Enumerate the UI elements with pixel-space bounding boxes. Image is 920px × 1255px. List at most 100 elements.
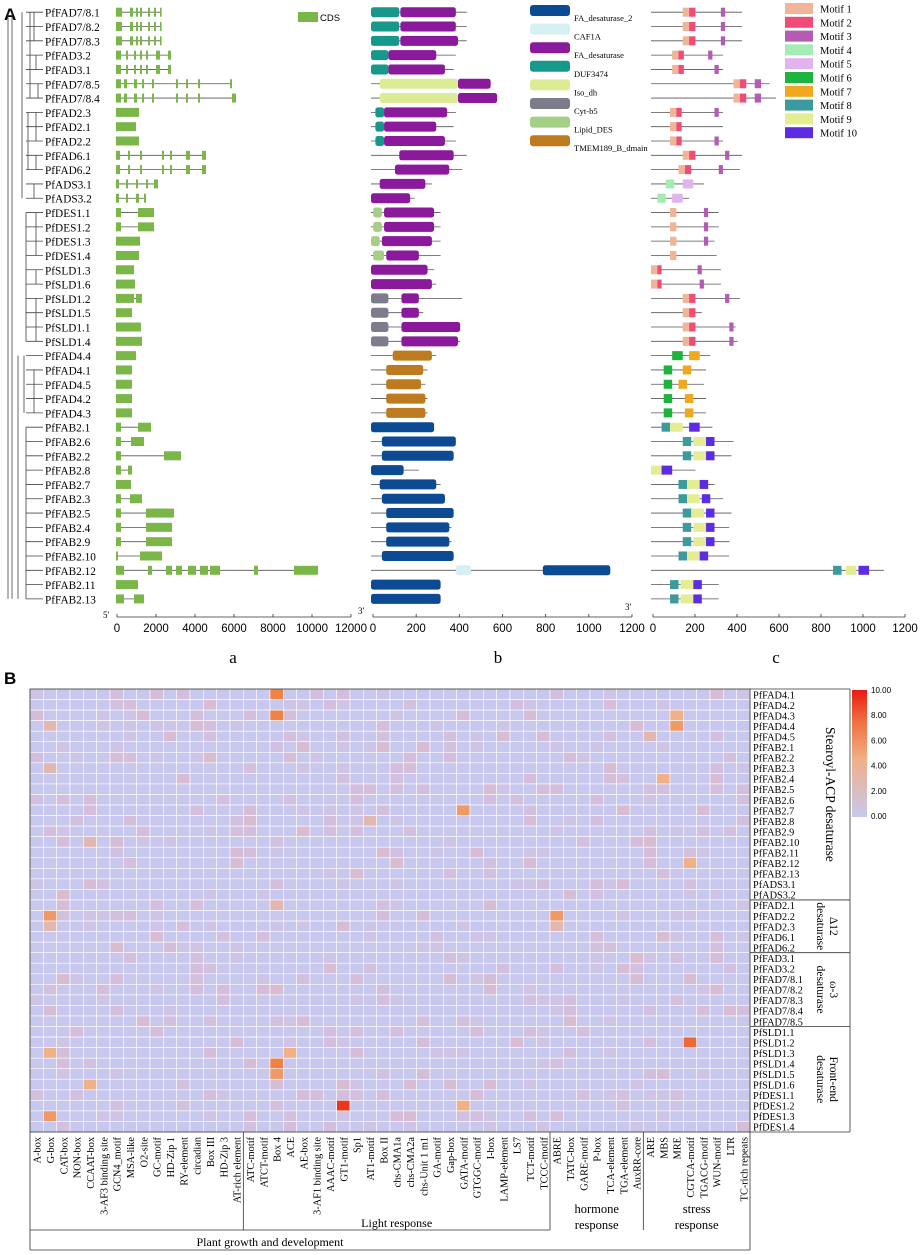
heatmap-cell bbox=[643, 931, 657, 943]
heatmap-cell bbox=[456, 804, 471, 816]
axis-a: 0 2000 4000 6000 8000 10000 12000 bbox=[114, 614, 367, 635]
heatmap-cell bbox=[323, 899, 337, 911]
heatmap-cell bbox=[283, 899, 297, 911]
heatmap-cell bbox=[736, 889, 751, 901]
heatmap-cell bbox=[696, 857, 711, 869]
heatmap-cell bbox=[723, 962, 737, 975]
heatmap-cell bbox=[256, 857, 271, 869]
heatmap-cell bbox=[696, 709, 711, 721]
heatmap-cell bbox=[216, 962, 231, 975]
heatmap-cell bbox=[616, 931, 631, 943]
motif-1 bbox=[670, 208, 677, 218]
heatmap-cell bbox=[123, 825, 137, 837]
heatmap-cell bbox=[736, 899, 751, 911]
heatmap-cell bbox=[589, 846, 604, 859]
heatmap-cell bbox=[296, 984, 311, 996]
heatmap-cell bbox=[149, 815, 164, 827]
heatmap-cell bbox=[216, 878, 231, 890]
motif-legend-label: Motif 9 bbox=[820, 115, 852, 126]
heatmap-cell bbox=[309, 1015, 324, 1027]
gene-name: PfFAD4.1 bbox=[45, 365, 91, 377]
heatmap-cell bbox=[616, 868, 631, 880]
heatmap-cell bbox=[96, 857, 111, 869]
heatmap-cell bbox=[309, 889, 324, 901]
heatmap-row-label: PfDES1.3 bbox=[753, 1112, 794, 1123]
heatmap-cell bbox=[696, 1121, 711, 1133]
heatmap-cell bbox=[376, 899, 391, 911]
heatmap-cell bbox=[363, 1036, 377, 1048]
heatmap-cell bbox=[643, 868, 657, 880]
heatmap-cell bbox=[589, 1057, 604, 1070]
heatmap-cell bbox=[429, 720, 444, 732]
heatmap-cell bbox=[643, 730, 657, 743]
heatmap-cell bbox=[616, 878, 631, 890]
heatmap-cell bbox=[336, 699, 351, 711]
heatmap-cell bbox=[296, 973, 311, 985]
heatmap-cell bbox=[136, 878, 151, 890]
heatmap-cell bbox=[176, 1068, 191, 1080]
heatmap-cell bbox=[523, 952, 537, 964]
heatmap-cell bbox=[376, 952, 391, 964]
domain-fa_desaturase bbox=[381, 236, 432, 247]
heatmap-cell bbox=[283, 751, 297, 764]
heatmap-cell bbox=[176, 857, 191, 869]
heatmap-cell bbox=[203, 962, 217, 975]
heatmap-cell bbox=[243, 794, 257, 806]
heatmap-cell bbox=[603, 889, 617, 901]
heatmap-cell bbox=[69, 1068, 84, 1080]
heatmap-cell bbox=[509, 1026, 524, 1038]
heatmap-cell bbox=[376, 889, 391, 901]
heatmap-cell bbox=[429, 1121, 444, 1133]
heatmap-cell bbox=[176, 984, 191, 996]
heatmap-cell bbox=[496, 709, 511, 721]
heatmap-cell bbox=[323, 1121, 337, 1133]
heatmap-cell bbox=[203, 941, 217, 953]
heatmap-cell bbox=[43, 762, 57, 774]
heatmap-cell bbox=[443, 1005, 457, 1017]
heatmap-cell bbox=[176, 952, 191, 964]
heatmap-cell bbox=[69, 1026, 84, 1038]
heatmap-cell bbox=[189, 846, 204, 859]
heatmap-cell bbox=[256, 1015, 271, 1027]
heatmap-cell bbox=[349, 1089, 364, 1101]
heatmap-cell bbox=[643, 1100, 657, 1112]
heatmap-cell bbox=[723, 1036, 737, 1048]
heatmap-cell bbox=[416, 878, 431, 890]
heatmap-cell bbox=[203, 773, 217, 785]
heatmap-cell bbox=[349, 720, 364, 732]
heatmap-cell bbox=[403, 815, 417, 827]
heatmap-row-label: PfDES1.2 bbox=[753, 1102, 794, 1113]
heatmap-cell bbox=[163, 794, 177, 806]
domain-legend-label: DUF3474 bbox=[574, 69, 609, 79]
motif-9 bbox=[686, 479, 700, 489]
heatmap-column-label: CAT-box bbox=[59, 1136, 70, 1174]
heatmap-cell bbox=[376, 751, 391, 764]
heatmap-cell bbox=[149, 931, 164, 943]
heatmap-cell bbox=[189, 709, 204, 721]
heatmap-cell bbox=[456, 688, 471, 700]
heatmap-cell bbox=[696, 1047, 711, 1059]
axis-c: 0 200 400 600 800 1000 1200 bbox=[650, 614, 918, 635]
heatmap-cell bbox=[403, 1005, 417, 1017]
heatmap-column-label: Box 4 bbox=[273, 1137, 284, 1162]
cds-exon bbox=[116, 580, 138, 590]
heatmap-cell bbox=[83, 1026, 97, 1038]
heatmap-cell bbox=[69, 1089, 84, 1101]
heatmap-cell bbox=[509, 794, 524, 806]
heatmap-cell bbox=[443, 910, 457, 922]
heatmap-cell bbox=[536, 1015, 551, 1027]
heatmap-cell bbox=[536, 730, 551, 743]
heatmap-cell bbox=[589, 1005, 604, 1017]
heatmap-cell bbox=[709, 994, 724, 1006]
heatmap-cell bbox=[403, 1110, 417, 1122]
heatmap-cell bbox=[629, 962, 644, 975]
domain-cyt-b5 bbox=[371, 307, 389, 318]
heatmap-column-label: LS7 bbox=[513, 1137, 524, 1154]
heatmap-cell bbox=[349, 899, 364, 911]
heatmap-cell bbox=[336, 1036, 351, 1048]
heatmap-cell bbox=[189, 804, 204, 816]
heatmap-cell bbox=[509, 941, 524, 953]
heatmap-cell bbox=[69, 889, 84, 901]
heatmap-cell bbox=[563, 1015, 577, 1027]
heatmap-cell bbox=[603, 984, 617, 996]
